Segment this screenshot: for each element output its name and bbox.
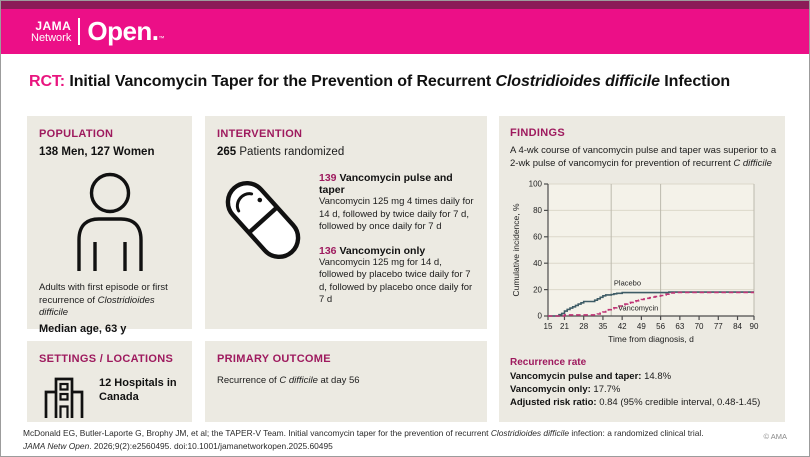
svg-text:21: 21 <box>560 322 569 331</box>
brand-header: JAMA Network Open.™ <box>1 9 809 54</box>
title-main: Initial Vancomycin Taper for the Prevent… <box>65 73 496 90</box>
primary-outcome-heading: PRIMARY OUTCOME <box>217 353 331 365</box>
arm-pulse-taper-n: 139 <box>319 172 340 184</box>
svg-text:Cumulative incidence, %: Cumulative incidence, % <box>511 203 521 297</box>
article-title: RCT: Initial Vancomycin Taper for the Pr… <box>29 73 789 91</box>
recurrence-rate-block: Recurrence rate Vancomycin pulse and tap… <box>510 357 774 409</box>
hospital-icon <box>41 373 87 419</box>
population-heading: POPULATION <box>39 128 114 140</box>
settings-content: 12 Hospitals in Canada <box>39 373 180 419</box>
population-description: Adults with first episode or first recur… <box>39 282 168 319</box>
arm-vancomycin-only-n: 136 <box>319 244 340 257</box>
title-species-italic: Clostridioides difficile <box>495 73 661 90</box>
svg-text:Placebo: Placebo <box>614 279 641 288</box>
settings-panel: SETTINGS / LOCATIONS 12 Hospitals in Can… <box>27 341 192 422</box>
ama-copyright: © AMA <box>763 432 787 441</box>
logo-network-text: Network <box>31 31 72 44</box>
primary-outcome-panel: PRIMARY OUTCOME Recurrence of C difficil… <box>205 341 487 422</box>
findings-species-italic: C difficile <box>733 157 772 169</box>
arm-pulse-taper-title: 139 Vancomycin pulse and taper <box>319 172 453 196</box>
population-panel: POPULATION 138 Men, 127 Women Adults wit… <box>27 116 192 335</box>
svg-text:60: 60 <box>533 233 542 242</box>
arm-vancomycin-only-detail: Vancomycin 125 mg for 14 d, followed by … <box>319 256 473 306</box>
intervention-heading: INTERVENTION <box>217 128 303 140</box>
citation-line-1: McDonald EG, Butler-Laporte G, Brophy JM… <box>23 428 704 438</box>
arm-vancomycin-only-title: 136 Vancomycin only <box>319 244 426 257</box>
chart-svg: 0 20 40 60 80 100 15 21 28 35 42 49 56 63 70 77 84 90 Time… <box>511 180 759 344</box>
population-species-italic: Clostridioides difficile <box>39 294 155 319</box>
arm-pulse-taper-detail: Vancomycin 125 mg 4 times daily for 14 d… <box>319 196 474 233</box>
settings-text: 12 Hospitals in Canada <box>99 377 177 403</box>
jama-network-open-logo: JAMA Network Open.™ <box>31 18 165 45</box>
logo-open-text: Open.™ <box>87 16 165 46</box>
settings-heading: SETTINGS / LOCATIONS <box>39 353 174 365</box>
top-accent-strip <box>1 1 809 9</box>
recurrence-row-pulse-taper: Vancomycin pulse and taper: 14.8% <box>510 371 672 383</box>
population-median-age: Median age, 63 y <box>39 322 127 335</box>
arm-vancomycin-only: 136 Vancomycin only Vancomycin 125 mg fo… <box>319 245 475 307</box>
logo-divider <box>78 18 81 45</box>
citation-journal-italic: JAMA Netw Open <box>23 441 90 452</box>
cumulative-incidence-chart: 0 20 40 60 80 100 15 21 28 35 42 49 56 63 70 77 84 90 Time… <box>508 176 774 355</box>
pill-capsule-icon <box>219 172 307 268</box>
svg-text:20: 20 <box>533 285 542 294</box>
intervention-panel: INTERVENTION 265 Patients randomized <box>205 116 487 329</box>
findings-panel: FINDINGS A 4-wk course of vancomycin pul… <box>499 116 785 422</box>
svg-text:90: 90 <box>750 322 759 331</box>
citation-species-italic: Clostridioides difficile <box>490 428 570 438</box>
svg-text:56: 56 <box>656 322 665 331</box>
intervention-count: 265 Patients randomized <box>217 146 345 158</box>
svg-text:15: 15 <box>544 322 553 331</box>
svg-text:84: 84 <box>733 322 742 331</box>
svg-text:63: 63 <box>675 322 684 331</box>
svg-text:40: 40 <box>533 259 542 268</box>
svg-text:42: 42 <box>618 322 627 331</box>
recurrence-row-vanco-only: Vancomycin only: 17.7% <box>510 384 621 396</box>
arm-pulse-taper: 139 Vancomycin pulse and taper Vancomyci… <box>319 172 475 234</box>
svg-text:0: 0 <box>538 312 543 321</box>
trademark-symbol: ™ <box>158 36 165 42</box>
svg-text:49: 49 <box>637 322 646 331</box>
trial-arms: 139 Vancomycin pulse and taper Vancomyci… <box>319 172 475 307</box>
citation-footer: McDonald EG, Butler-Laporte G, Brophy JM… <box>23 427 789 453</box>
randomized-count: 265 <box>217 146 237 158</box>
svg-text:100: 100 <box>529 180 543 189</box>
study-type-tag: RCT: <box>29 73 66 90</box>
title-suffix: Infection <box>659 73 731 90</box>
primary-outcome-text: Recurrence of C difficile at day 56 <box>217 375 360 386</box>
person-icon <box>74 172 146 272</box>
population-stat: 138 Men, 127 Women <box>39 146 155 158</box>
svg-text:Vancomycin: Vancomycin <box>618 304 658 313</box>
findings-heading: FINDINGS <box>510 127 565 139</box>
svg-text:Time from diagnosis, d: Time from diagnosis, d <box>608 334 694 344</box>
findings-summary: A 4-wk course of vancomycin pulse and ta… <box>510 145 777 169</box>
intervention-content: 139 Vancomycin pulse and taper Vancomyci… <box>217 172 475 307</box>
svg-text:77: 77 <box>714 322 723 331</box>
logo-jama-text: JAMA <box>35 18 72 33</box>
svg-text:70: 70 <box>695 322 704 331</box>
svg-text:80: 80 <box>533 206 542 215</box>
svg-text:28: 28 <box>579 322 588 331</box>
jama-network-wordmark: JAMA Network <box>31 20 71 44</box>
recurrence-row-risk-ratio: Adjusted risk ratio: 0.84 (95% credible … <box>510 397 761 409</box>
citation-line-2: JAMA Netw Open. 2026;9(2):e2560495. doi:… <box>23 441 333 452</box>
recurrence-rate-heading: Recurrence rate <box>510 357 587 369</box>
outcome-species-italic: C difficile <box>279 375 318 386</box>
svg-text:35: 35 <box>598 322 607 331</box>
